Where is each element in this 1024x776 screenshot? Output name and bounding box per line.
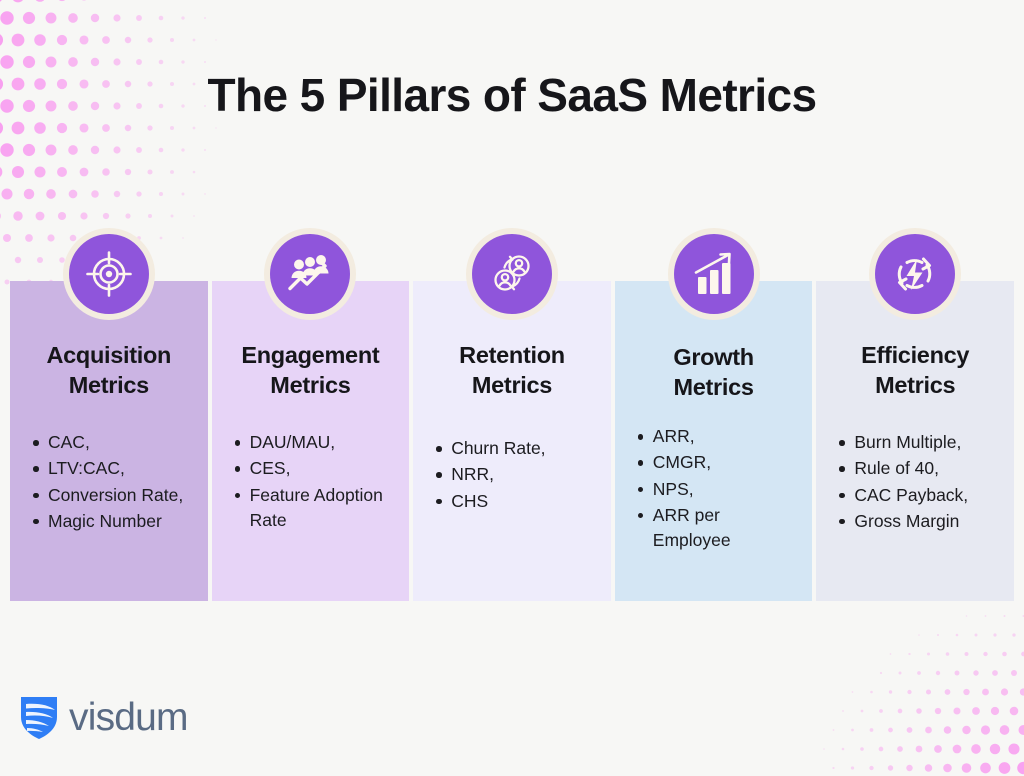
shield-swoosh-icon: [21, 697, 57, 739]
list-item: ARR per Employee: [637, 503, 801, 553]
pillar-heading: Retention Metrics: [459, 342, 565, 398]
pillar-metric-list: ARR, CMGR, NPS, ARR per Employee: [627, 424, 801, 553]
pillar-metric-list: Burn Multiple, Rule of 40, CAC Payback, …: [828, 430, 1002, 534]
badge-wrap: [816, 228, 1014, 320]
user-retention-cycle-icon: [471, 234, 552, 314]
list-item: Churn Rate,: [436, 436, 599, 461]
badge-wrap: [212, 228, 410, 320]
list-item: Feature Adoption Rate: [234, 483, 398, 533]
badge-wrap: [615, 228, 813, 320]
pillar-heading: Engagement Metrics: [241, 342, 380, 398]
target-icon: [68, 234, 149, 314]
pillar-card-acquisition[interactable]: Acquisition Metrics CAC, LTV:CAC, Conver…: [10, 228, 208, 601]
pillar-card-retention[interactable]: Retention Metrics Churn Rate, NRR, CHS: [413, 228, 611, 601]
list-item: Magic Number: [33, 509, 196, 534]
pillar-card-growth[interactable]: Growth Metrics ARR, CMGR, NPS, ARR per E…: [614, 228, 813, 601]
badge-ring: [62, 228, 155, 320]
badge-ring: [667, 228, 760, 320]
list-item: DAU/MAU,: [234, 430, 398, 455]
pillar-heading: Acquisition Metrics: [46, 342, 172, 398]
badge-ring: [869, 228, 962, 320]
list-item: Rule of 40,: [839, 456, 1002, 481]
efficiency-bolt-cycle-icon: [875, 234, 956, 314]
pillar-metric-list: CAC, LTV:CAC, Conversion Rate, Magic Num…: [22, 430, 196, 534]
visdum-logo[interactable]: visdum: [18, 693, 189, 741]
badge-wrap: [413, 228, 611, 320]
list-item: ARR,: [637, 424, 801, 449]
badge-ring: [465, 228, 558, 320]
list-item: CMGR,: [637, 450, 801, 475]
pillar-card-efficiency[interactable]: Efficiency Metrics Burn Multiple, Rule o…: [816, 228, 1014, 601]
decorative-dots-bottom-right: [823, 614, 1024, 775]
bar-chart-growth-icon: [673, 234, 754, 314]
badge-wrap: [10, 228, 208, 320]
pillar-heading: Growth Metrics: [673, 344, 754, 400]
list-item: CES,: [234, 456, 398, 481]
logo-wordmark: visdum: [69, 695, 189, 739]
pillar-heading: Efficiency Metrics: [861, 342, 970, 398]
badge-ring: [264, 228, 357, 320]
pillars-row: Acquisition Metrics CAC, LTV:CAC, Conver…: [10, 228, 1014, 601]
people-growth-icon: [270, 234, 351, 314]
list-item: CAC Payback,: [839, 483, 1002, 508]
list-item: CHS: [436, 489, 599, 514]
list-item: Gross Margin: [839, 509, 1002, 534]
pillar-metric-list: DAU/MAU, CES, Feature Adoption Rate: [224, 430, 398, 533]
list-item: LTV:CAC,: [33, 456, 196, 481]
list-item: NPS,: [637, 477, 801, 502]
pillar-metric-list: Churn Rate, NRR, CHS: [425, 436, 599, 514]
list-item: Conversion Rate,: [33, 483, 196, 508]
list-item: NRR,: [436, 462, 599, 487]
list-item: Burn Multiple,: [839, 430, 1002, 455]
page-title: The 5 Pillars of SaaS Metrics: [207, 69, 818, 121]
pillar-card-engagement[interactable]: Engagement Metrics DAU/MAU, CES, Feature…: [211, 228, 410, 601]
list-item: CAC,: [33, 430, 196, 455]
